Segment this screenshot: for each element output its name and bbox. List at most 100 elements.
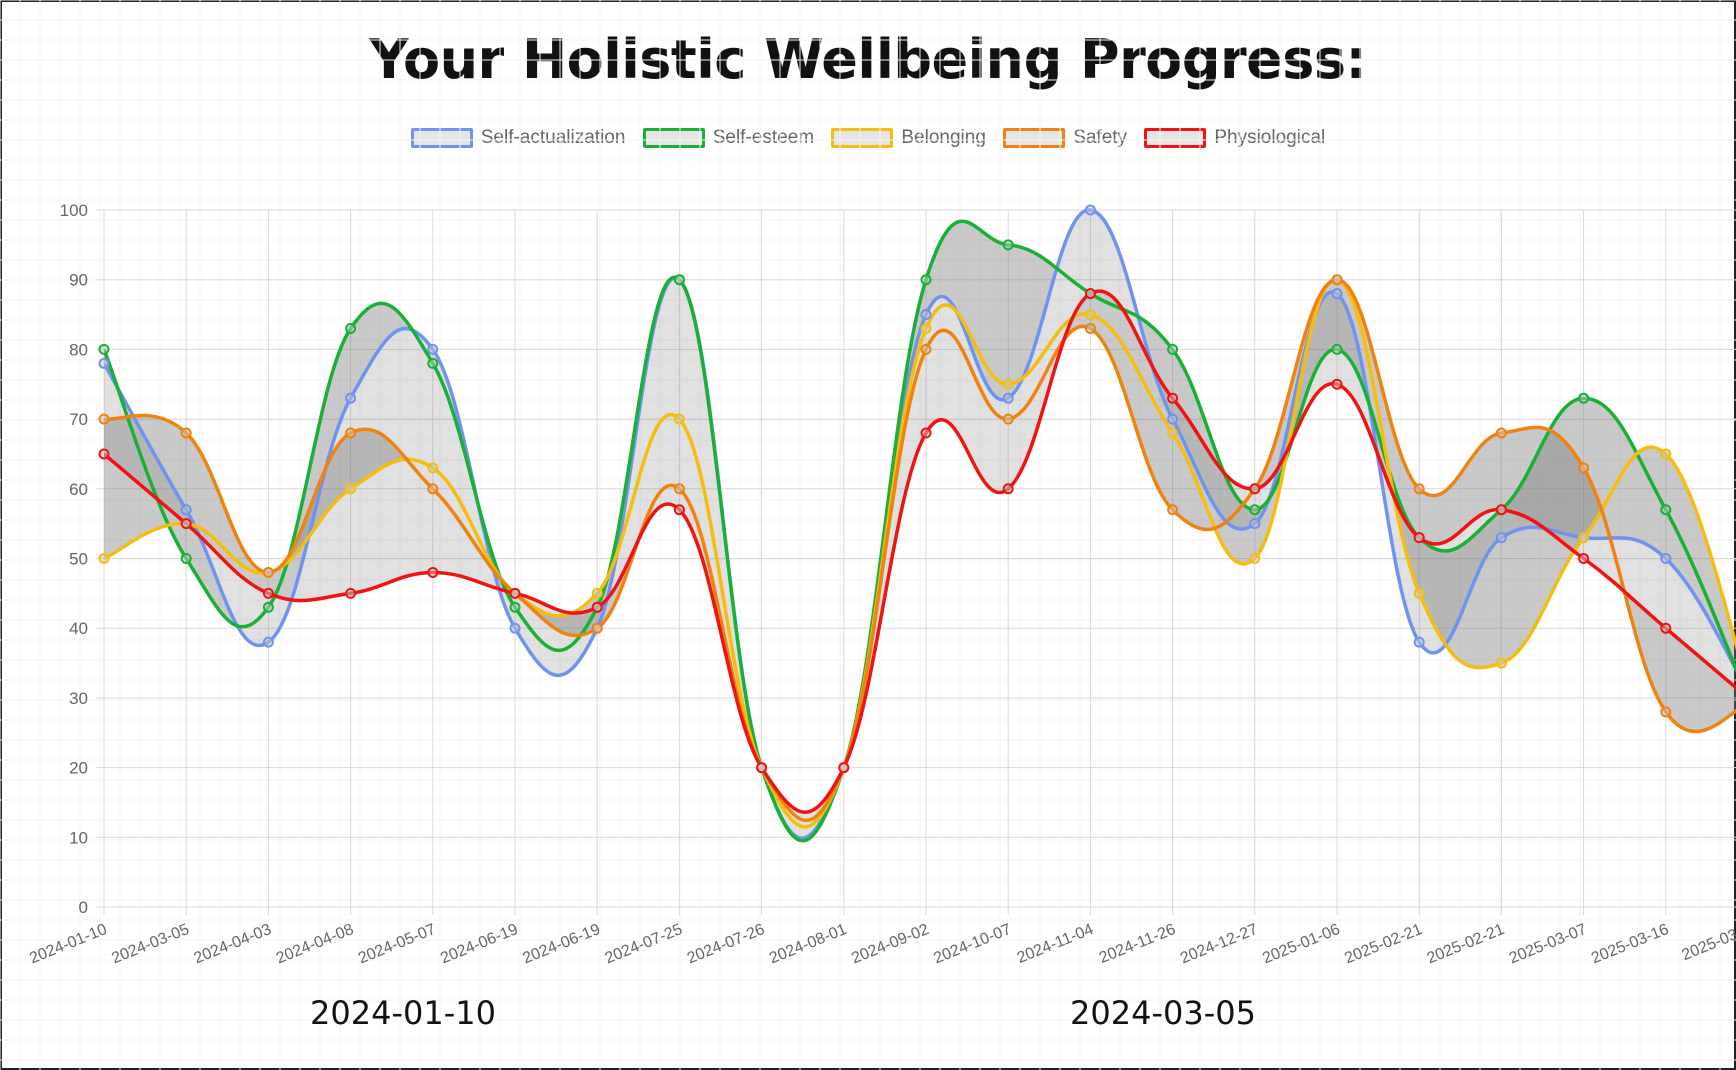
data-point [1249,553,1261,564]
legend-item-self-esteem[interactable]: Self-esteem [642,127,815,149]
data-point [262,601,274,613]
data-point [509,622,521,634]
data-point [1084,288,1096,300]
y-tick-label: 60 [69,480,88,499]
data-point [1249,518,1261,530]
y-tick-label: 30 [69,689,88,708]
data-point [591,587,603,599]
data-point [1660,706,1672,718]
data-point [345,427,357,439]
legend-item-belonging[interactable]: Belonging [831,127,986,149]
data-point [345,322,357,334]
footer-date-end: 2024-03-05 [1070,994,1256,1032]
data-point [920,309,932,321]
legend-label: Self-actualization [480,127,626,148]
data-point [427,566,439,578]
data-point [427,343,439,355]
series-points [98,204,1672,774]
data-point [1002,413,1014,425]
data-point [1167,504,1179,516]
footer-date-start: 2024-01-10 [310,994,496,1032]
data-point [1495,657,1507,669]
data-point [1413,483,1425,495]
data-point [673,274,685,286]
data-point [1249,483,1261,495]
data-point [180,518,192,530]
band-fill [104,279,1736,821]
band-fill [104,221,1736,841]
data-point [98,413,110,425]
data-point [1495,504,1507,516]
data-point [509,587,521,599]
legend-item-self-actualization[interactable]: Self-actualization [410,127,626,149]
legend-label: Belonging [901,127,986,148]
data-point [1331,288,1343,300]
y-tick-label: 100 [60,201,88,220]
data-point [1084,309,1096,321]
data-point [1331,378,1343,390]
y-tick-label: 10 [69,828,88,847]
data-point [673,504,685,516]
data-point [180,427,192,439]
legend-swatch [831,128,894,148]
data-point [1002,392,1014,404]
data-point [920,274,932,286]
data-point [180,504,192,516]
data-point [673,483,685,495]
data-point [1413,587,1425,599]
data-point [1331,343,1343,355]
y-axis-labels: 0 10 20 30 40 50 60 70 80 90 100 [60,201,88,917]
data-point [98,357,110,369]
data-point [427,462,439,474]
data-point [1495,427,1507,439]
data-point [427,357,439,369]
data-point [262,636,274,648]
legend-label: Self-esteem [712,127,815,148]
data-point [920,343,932,355]
data-point [1578,553,1590,564]
data-point [1002,378,1014,390]
legend-swatch [1003,128,1066,148]
data-point [1578,462,1590,474]
y-tick-label: 70 [69,410,88,429]
data-point [1578,392,1590,404]
data-point [1084,322,1096,334]
legend-label: Physiological [1214,127,1326,148]
data-point [1331,274,1343,286]
data-point [345,392,357,404]
data-point [98,448,110,460]
legend-swatch [642,128,705,148]
data-point [1660,504,1672,516]
data-point [1413,532,1425,544]
data-point [1660,622,1672,634]
y-tick-label: 20 [69,759,88,778]
y-tick-label: 0 [79,898,88,917]
data-point [1660,553,1672,564]
data-point [1495,532,1507,544]
data-point [98,553,110,564]
data-point [1167,427,1179,439]
data-point [756,762,768,774]
data-point [920,427,932,439]
data-point [262,566,274,578]
data-point [262,587,274,599]
data-point [1578,532,1590,544]
data-point [1002,483,1014,495]
data-point [591,622,603,634]
data-point [673,413,685,425]
data-point [1413,636,1425,648]
data-point [1084,204,1096,216]
legend-swatch [410,128,473,148]
y-tick-label: 90 [69,271,88,290]
y-tick-label: 80 [69,340,88,359]
data-point [1167,413,1179,425]
data-point [1167,343,1179,355]
y-tick-label: 40 [69,619,88,638]
data-point [920,322,932,334]
series-line [104,277,1736,829]
data-point [1249,504,1261,516]
band-fill [104,279,1736,827]
data-point [98,343,110,355]
